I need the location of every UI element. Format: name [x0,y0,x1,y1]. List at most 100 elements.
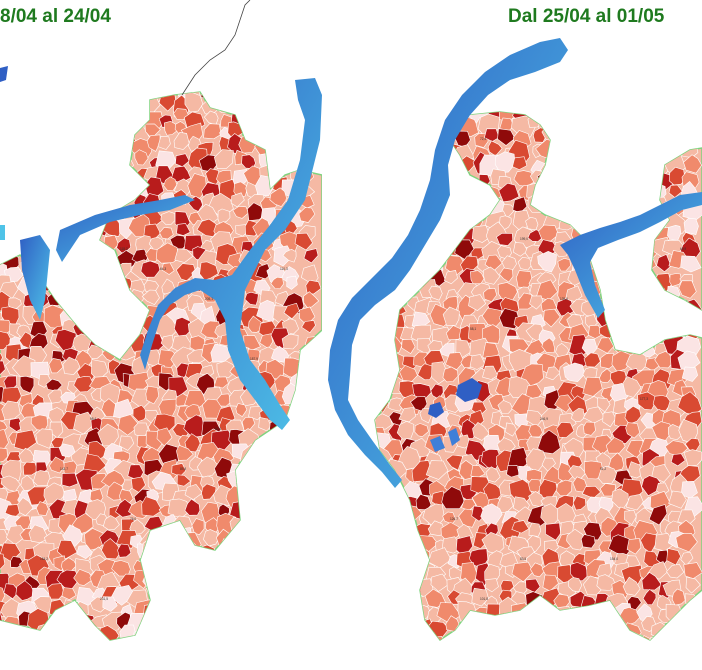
municipality-cell [375,186,378,203]
municipality-cell [512,156,528,170]
municipality-cell [375,603,394,625]
municipality-cell [511,520,530,534]
border-line-left [181,0,251,96]
municipality-cell [298,628,322,640]
municipality-cell [472,532,490,550]
municipality-cell [32,470,51,487]
municipality-cell [648,323,669,342]
municipality-cell [16,189,35,208]
municipality-cell [566,528,587,551]
municipality-cell [35,501,49,516]
municipality-cell [332,507,349,527]
municipality-cell [554,139,577,161]
municipality-cell [118,123,136,141]
municipality-cell [525,618,545,637]
municipality-cell [583,352,601,368]
municipality-cell [636,273,658,291]
municipality-cell [552,112,574,120]
municipality-cell [375,618,378,637]
municipality-cell [0,330,13,351]
panel-title-right: Dal 25/04 al 01/05 [508,6,665,27]
municipality-cell [557,115,576,131]
municipality-cell [567,165,590,188]
municipality-cell [132,631,145,640]
municipality-cell [0,129,10,142]
municipality-cell [407,562,421,576]
municipality-cell [355,464,374,481]
municipality-cell [5,525,28,546]
municipality-cell [3,154,19,171]
municipality-cell [375,320,391,341]
municipality-cell [625,299,643,317]
municipality-cell [556,126,578,151]
municipality-cell [56,539,78,560]
municipality-cell [169,601,188,620]
municipality-cell [454,184,474,204]
municipality-cell [22,125,39,143]
municipality-cell [570,117,587,133]
municipality-cell [81,127,96,142]
municipality-cell [622,149,646,172]
municipality-cell [375,491,389,506]
municipality-cell [299,514,315,533]
municipality-cell [445,255,468,277]
municipality-cell [287,490,306,509]
municipality-cell [650,146,666,160]
municipality-cell [359,567,373,582]
municipality-cell [538,188,562,209]
municipality-value-label: 154,0 [610,557,618,561]
municipality-cell [482,266,501,285]
municipality-cell [445,352,465,371]
municipality-cell [598,368,613,383]
municipality-cell [255,263,272,280]
municipality-cell [622,376,642,398]
municipality-cell [599,483,616,497]
municipality-cell [228,553,248,574]
municipality-cell [90,93,109,110]
municipality-cell [497,399,514,414]
municipality-cell [666,117,682,133]
municipality-cell [242,92,259,100]
municipality-cell [314,430,337,454]
municipality-cell [243,557,262,579]
municipality-cell [570,154,592,174]
municipality-cell [375,202,377,217]
lake-left-edge [0,66,8,82]
municipality-cell [537,429,561,455]
municipality-cell [638,112,657,121]
municipality-cell [441,486,465,510]
municipality-cell [256,113,277,130]
municipality-cell [625,170,641,188]
municipality-cell [572,476,588,493]
municipality-cell [115,498,134,518]
municipality-cell [680,255,702,273]
municipality-cell [560,614,588,638]
municipality-cell [172,558,189,571]
municipality-cell [592,142,618,164]
municipality-cell [349,216,366,232]
municipality-cell [361,116,375,130]
municipality-cell [248,315,263,333]
municipality-cell [334,201,353,220]
municipality-cell [375,216,381,235]
municipality-cell [244,528,259,542]
municipality-cell [184,483,203,500]
municipality-cell [50,129,64,142]
municipality-cell [331,231,346,245]
municipality-cell [581,625,598,640]
municipality-cell [387,576,401,590]
municipality-cell [676,635,697,640]
municipality-cell [223,623,250,640]
municipality-cell [469,185,486,201]
municipality-cell [210,579,234,603]
municipality-cell [650,127,676,149]
municipality-cell [346,456,362,469]
municipality-cell [561,187,576,204]
municipality-cell [611,264,633,288]
municipality-cell [285,517,305,538]
municipality-cell [375,311,388,325]
lake-maggiore-right [328,38,568,488]
municipality-cell [556,421,575,438]
municipality-cell [231,598,248,613]
municipality-cell [375,142,395,163]
